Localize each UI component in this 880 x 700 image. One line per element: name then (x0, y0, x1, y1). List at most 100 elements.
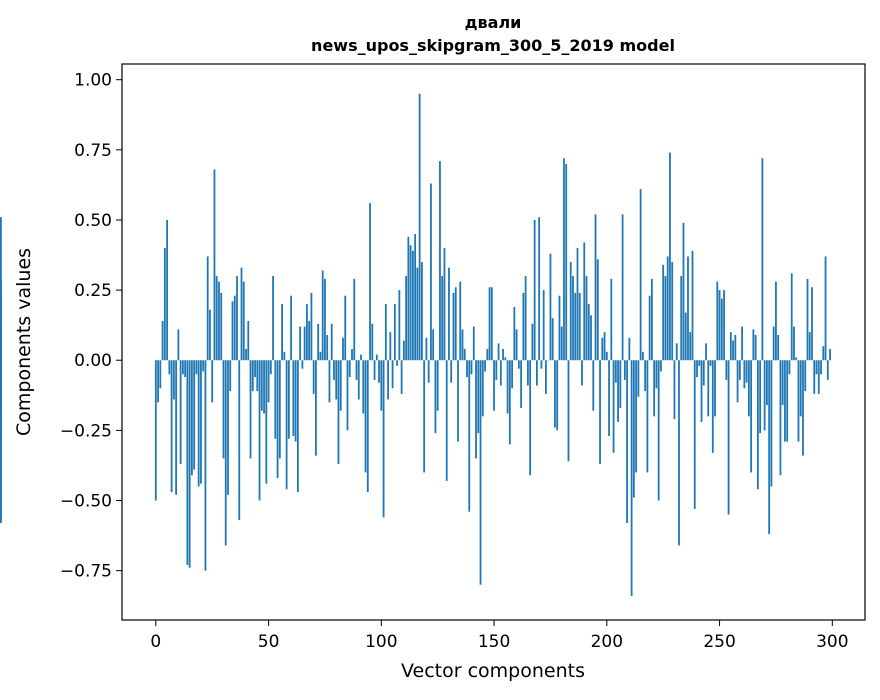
bar (739, 360, 741, 380)
bar (818, 360, 820, 394)
bar (719, 290, 721, 360)
bar (626, 360, 628, 523)
bar (171, 360, 173, 492)
bar (405, 276, 407, 360)
bar (624, 360, 626, 380)
bar (725, 360, 727, 380)
chart-subtitle: news_upos_skipgram_300_5_2019 model (311, 36, 675, 55)
bar (635, 360, 637, 472)
bar (428, 360, 430, 382)
bar (565, 164, 567, 360)
bar (556, 360, 558, 430)
bar (678, 360, 680, 545)
bar (265, 360, 267, 483)
bar (155, 360, 157, 500)
bar (610, 279, 612, 360)
x-tick-label: 200 (591, 632, 623, 652)
bar (180, 360, 182, 464)
bar (225, 360, 227, 545)
bar (446, 360, 448, 481)
bar (407, 237, 409, 360)
bar (437, 360, 439, 410)
bar (680, 276, 682, 360)
bar (227, 360, 229, 495)
bar (633, 360, 635, 497)
bar (376, 355, 378, 361)
x-tick-label: 50 (258, 632, 280, 652)
bar (502, 349, 504, 360)
bar (480, 360, 482, 584)
bar (554, 360, 556, 427)
bar (484, 360, 486, 371)
bar (349, 360, 351, 377)
bar (290, 296, 292, 361)
bar (516, 329, 518, 360)
bar (464, 349, 466, 360)
bar (536, 360, 538, 385)
y-tick-label: 0.50 (74, 211, 112, 231)
bar (232, 301, 234, 360)
bar (482, 360, 484, 416)
bar (250, 360, 252, 458)
bar (644, 360, 646, 391)
bar (498, 343, 500, 360)
bar (674, 360, 676, 419)
bar (389, 332, 391, 360)
bar (205, 360, 207, 570)
bar (331, 324, 333, 360)
bar (486, 349, 488, 360)
bar (214, 169, 216, 360)
bar (658, 360, 660, 500)
bar (234, 296, 236, 361)
bar (771, 360, 773, 486)
bar (243, 282, 245, 361)
bar (229, 360, 231, 391)
bar (308, 321, 310, 360)
bar (613, 360, 615, 453)
bar (721, 299, 723, 361)
bar (198, 360, 200, 486)
bar (579, 293, 581, 360)
bar (365, 360, 367, 472)
bar (288, 360, 290, 439)
bar (177, 329, 179, 360)
bar (324, 279, 326, 360)
bar (444, 248, 446, 360)
bar (825, 256, 827, 360)
bar (416, 268, 418, 361)
bar (563, 158, 565, 360)
bar (773, 327, 775, 361)
bar (173, 360, 175, 399)
bar (527, 360, 529, 385)
bar (193, 360, 195, 469)
bar (202, 360, 204, 371)
bar (245, 349, 247, 360)
bar (762, 158, 764, 360)
bar (209, 310, 211, 360)
bar (462, 329, 464, 360)
bar (798, 360, 800, 441)
bar (640, 189, 642, 360)
bar (426, 338, 428, 360)
bar (622, 214, 624, 360)
bar (599, 360, 601, 464)
bar (768, 360, 770, 534)
bar (259, 360, 261, 500)
bar (283, 352, 285, 360)
bar (320, 352, 322, 360)
bar (660, 360, 662, 371)
bar (338, 360, 340, 464)
bar (642, 352, 644, 360)
bar (513, 307, 515, 360)
bar (590, 315, 592, 360)
bar (220, 293, 222, 360)
bar (615, 360, 617, 382)
bar (218, 282, 220, 361)
bar (619, 360, 621, 408)
bar (500, 360, 502, 385)
bar (387, 360, 389, 399)
bar (707, 360, 709, 416)
bar (813, 360, 815, 394)
bar (362, 360, 364, 413)
bar (676, 343, 678, 360)
